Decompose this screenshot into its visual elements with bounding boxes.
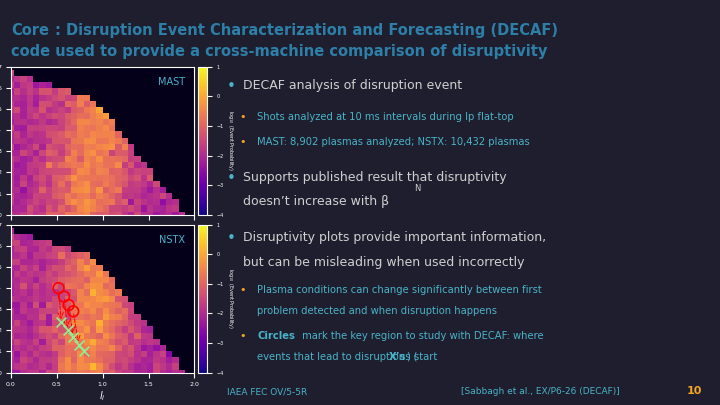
Y-axis label: $\log_{10}$ (Event Probability): $\log_{10}$ (Event Probability) [226, 268, 235, 329]
Text: events that lead to disruptions (: events that lead to disruptions ( [257, 352, 418, 362]
Text: : Disruption Event Characterization and Forecasting (DECAF): : Disruption Event Characterization and … [55, 23, 558, 38]
Text: N: N [414, 184, 420, 193]
Text: mark the key region to study with DECAF: where: mark the key region to study with DECAF:… [299, 331, 544, 341]
Text: Shots analyzed at 10 ms intervals during Ip flat-top: Shots analyzed at 10 ms intervals during… [257, 112, 513, 122]
Text: •: • [240, 112, 246, 122]
Text: but can be misleading when used incorrectly: but can be misleading when used incorrec… [243, 256, 524, 269]
Text: IAEA FEC OV/5-5R: IAEA FEC OV/5-5R [227, 387, 307, 396]
Point [53, 285, 64, 291]
Point [62, 327, 73, 334]
Text: •: • [240, 137, 246, 147]
Text: Disruptivity plots provide important information,: Disruptivity plots provide important inf… [243, 231, 546, 244]
Text: •: • [240, 285, 246, 295]
Point [78, 348, 90, 355]
Point [58, 293, 70, 300]
Text: [Sabbagh et al., EX/P6-26 (DECAF)]: [Sabbagh et al., EX/P6-26 (DECAF)] [461, 387, 619, 396]
Point [68, 308, 79, 315]
Text: problem detected and when disruption happens: problem detected and when disruption hap… [257, 306, 497, 316]
Text: 10: 10 [687, 386, 702, 396]
Point [68, 333, 79, 340]
Point [73, 342, 84, 348]
Text: code used to provide a cross-machine comparison of disruptivity: code used to provide a cross-machine com… [11, 44, 547, 59]
Text: Plasma conditions can change significantly between first: Plasma conditions can change significant… [257, 285, 541, 295]
Text: X’s: X’s [389, 352, 406, 362]
Text: doesn’t increase with β: doesn’t increase with β [243, 195, 389, 208]
Text: •: • [240, 331, 246, 341]
Point [63, 302, 74, 308]
Text: •: • [227, 171, 235, 185]
Point [55, 319, 67, 325]
Text: •: • [227, 231, 235, 246]
Text: •: • [227, 79, 235, 94]
Y-axis label: $\log_{10}$ (Event Probability): $\log_{10}$ (Event Probability) [226, 110, 235, 171]
Text: NSTX: NSTX [159, 235, 185, 245]
Text: Core: Core [11, 23, 49, 38]
Text: DECAF analysis of disruption event: DECAF analysis of disruption event [243, 79, 462, 92]
Text: Circles: Circles [257, 331, 295, 341]
X-axis label: $l_i$: $l_i$ [99, 389, 106, 403]
Text: Supports published result that disruptivity: Supports published result that disruptiv… [243, 171, 506, 183]
Text: MAST: 8,902 plasmas analyzed; NSTX: 10,432 plasmas: MAST: 8,902 plasmas analyzed; NSTX: 10,4… [257, 137, 530, 147]
Text: MAST: MAST [158, 77, 185, 87]
Text: ) start: ) start [407, 352, 437, 362]
